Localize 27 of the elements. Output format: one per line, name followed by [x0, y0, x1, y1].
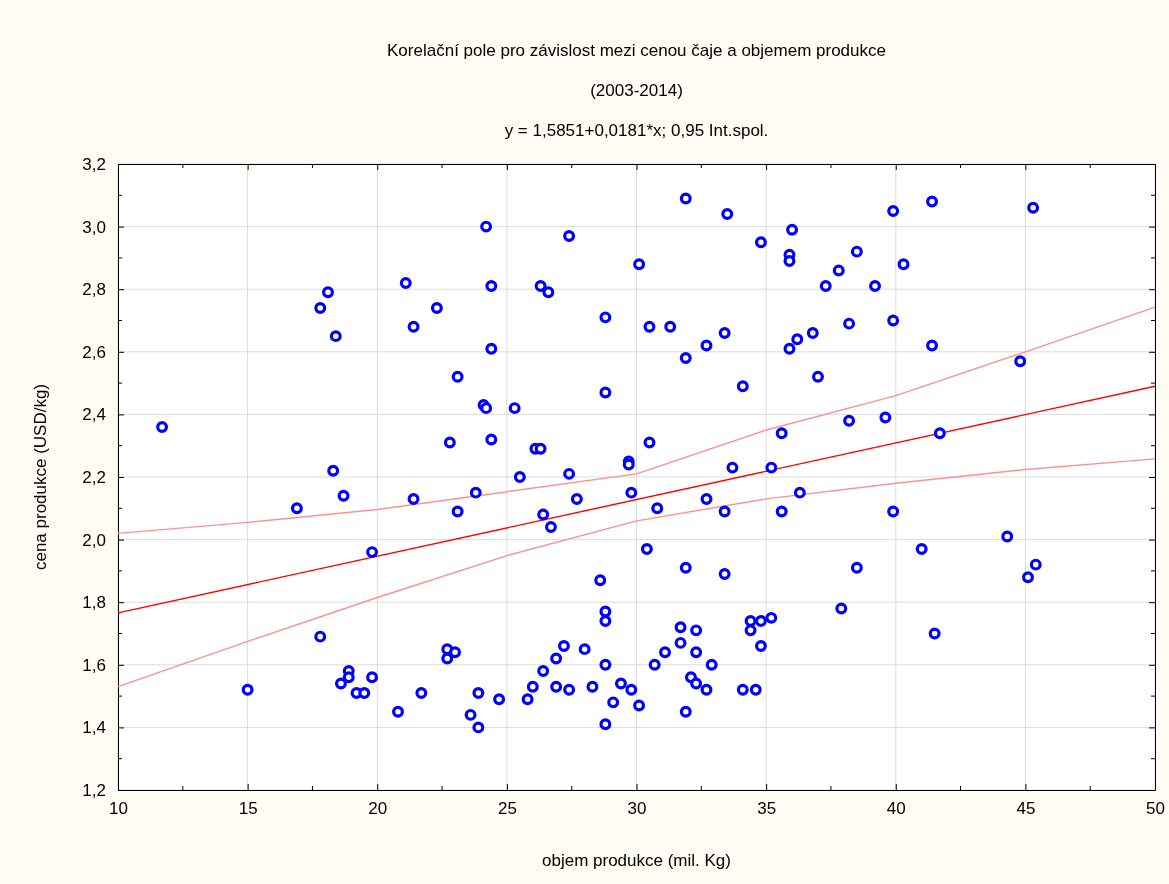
text: y = 1,5851+0,0181*x; 0,95 Int.spol. — [504, 121, 769, 140]
chart-subtitle: (2003-2014) — [590, 81, 683, 100]
y-tick-label: 1,6 — [82, 655, 106, 675]
x-tick-label: 50 — [1146, 799, 1165, 819]
y-tick-label: 2,2 — [82, 467, 106, 487]
line-series — [117, 458, 1156, 688]
y-tick-label: 1,2 — [82, 780, 106, 800]
x-tick-label: 20 — [368, 799, 388, 819]
x-tick-label: 10 — [109, 799, 128, 819]
y-tick-label: 2,6 — [82, 342, 106, 362]
x-tick-label: 45 — [1016, 799, 1036, 819]
y-tick-label: 2,0 — [82, 530, 106, 550]
y-axis-title: cena produkce (USD/kg) — [31, 383, 50, 571]
y-tick-label: 2,4 — [82, 405, 106, 425]
x-tick-label: 40 — [886, 799, 906, 819]
y-tick-label: 3,2 — [82, 154, 106, 174]
y-tick-label: 1,4 — [82, 718, 106, 738]
chart-title: Korelační pole pro závislost mezi cenou čaje a objemem produkce — [387, 41, 886, 60]
x-axis-title: objem produkce (mil. Kg) — [542, 851, 731, 870]
y-tick-label: 1,8 — [82, 593, 106, 613]
line-series — [117, 306, 1156, 535]
x-tick-label: 30 — [627, 799, 647, 819]
x-tick-label: 35 — [757, 799, 777, 819]
y-tick-label: 2,8 — [82, 280, 106, 300]
x-tick-label: 15 — [238, 799, 258, 819]
x-tick-label: 25 — [497, 799, 517, 819]
y-tick-label: 3,0 — [82, 217, 106, 237]
